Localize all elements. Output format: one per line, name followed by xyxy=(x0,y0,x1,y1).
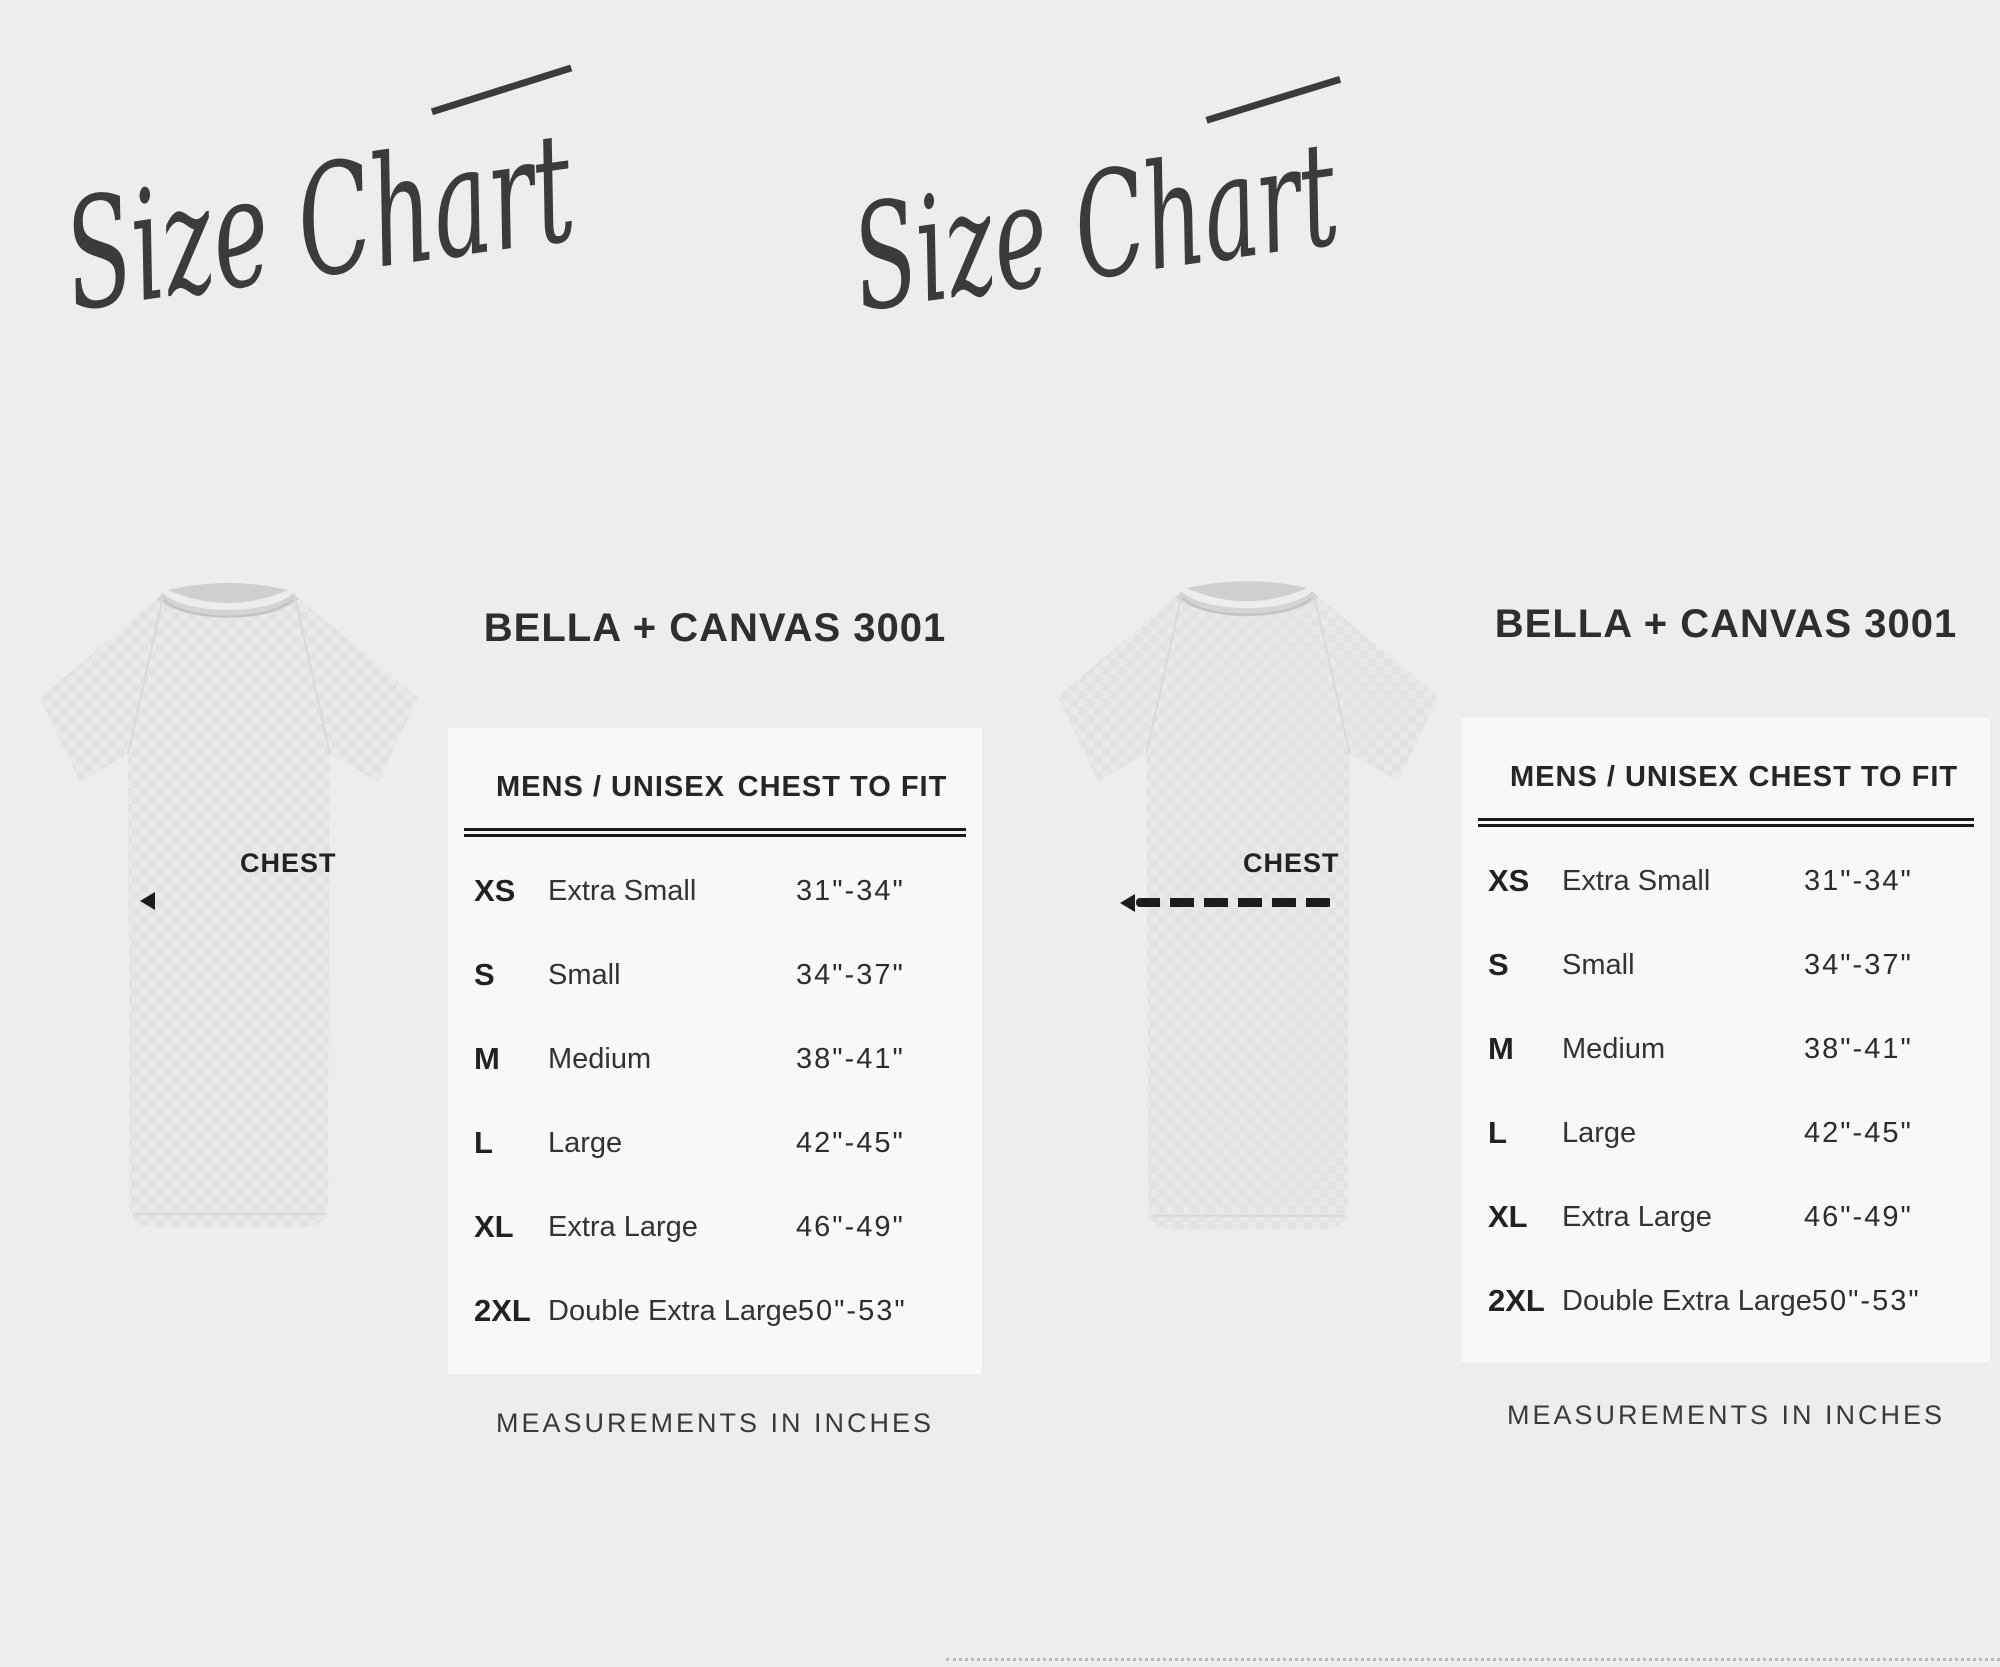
chest-range: 42"-45" xyxy=(1804,1116,1913,1149)
brand-heading: BELLA + CANVAS 3001 xyxy=(1494,602,1958,646)
size-abbr: XL xyxy=(1488,1199,1528,1234)
chest-range: 50"-53" xyxy=(797,1294,907,1327)
table-header-chest-to-fit: CHEST TO FIT xyxy=(737,771,948,803)
chest-range: 46"-49" xyxy=(1804,1200,1913,1233)
size-name: Large xyxy=(1562,1116,1637,1149)
table-row: XS Extra Small 31"-34" xyxy=(474,849,952,933)
tshirt-collar-seam xyxy=(1181,597,1313,616)
table-header-mens-unisex: MENS / UNISEX xyxy=(1510,761,1739,793)
size-name: Medium xyxy=(1562,1032,1666,1065)
tshirt-collar-seam xyxy=(163,599,293,618)
table-row: L Large 42"-45" xyxy=(1488,1091,1960,1175)
size-name: Extra Small xyxy=(548,874,697,907)
tshirt-left-seam xyxy=(127,601,163,755)
size-abbr: XL xyxy=(474,1209,514,1244)
table-row: XL Extra Large 46"-49" xyxy=(1488,1175,1960,1259)
tshirt-left-seam xyxy=(1145,599,1182,754)
size-name: Extra Large xyxy=(1562,1200,1712,1233)
table-row: XS Extra Small 31"-34" xyxy=(1488,839,1960,923)
tshirt-texture xyxy=(1057,594,1439,1229)
chest-arrow-icon xyxy=(140,892,155,910)
chest-range: 34"-37" xyxy=(1804,948,1913,981)
bottom-dotted-divider xyxy=(946,1658,2000,1661)
chest-range: 34"-37" xyxy=(796,958,905,991)
table-row: 2XL Double Extra Large 50"-53" xyxy=(1488,1259,1960,1343)
table-rows: XS Extra Small 31"-34" S Small 34"-37" M… xyxy=(448,849,982,1353)
script-title-graphic: Size Chart xyxy=(843,75,1348,345)
tshirt-collar-band xyxy=(157,592,299,618)
table-header-chest-to-fit: CHEST TO FIT xyxy=(1748,761,1959,793)
size-table: MENS / UNISEX CHEST TO FIT XS Extra Smal… xyxy=(1462,718,1990,1362)
size-name: Extra Small xyxy=(1562,864,1711,897)
chest-range: 46"-49" xyxy=(796,1210,905,1243)
tshirt-collar-band xyxy=(1175,590,1319,617)
chest-range: 38"-41" xyxy=(796,1042,905,1075)
header-double-rule xyxy=(464,828,966,837)
table-row: S Small 34"-37" xyxy=(1488,923,1960,1007)
size-abbr: 2XL xyxy=(474,1293,531,1328)
size-abbr: XS xyxy=(474,873,516,908)
table-row: M Medium 38"-41" xyxy=(1488,1007,1960,1091)
tshirt-right-seam xyxy=(295,601,331,755)
tshirt-graphic xyxy=(1057,581,1439,1229)
brand-heading: BELLA + CANVAS 3001 xyxy=(483,606,947,650)
chest-range: 38"-41" xyxy=(1804,1032,1913,1065)
size-abbr: L xyxy=(1488,1115,1507,1150)
chest-range: 42"-45" xyxy=(796,1126,905,1159)
size-name: Extra Large xyxy=(548,1210,698,1243)
chest-range: 50"-53" xyxy=(1811,1284,1921,1317)
table-row: M Medium 38"-41" xyxy=(474,1017,952,1101)
script-title-graphic: Size Chart xyxy=(54,64,585,345)
chest-range: 31"-34" xyxy=(796,874,905,907)
tshirt-back-collar xyxy=(1186,581,1308,602)
size-abbr: S xyxy=(474,957,495,992)
size-name: Double Extra Large xyxy=(1562,1284,1812,1317)
table-row: S Small 34"-37" xyxy=(474,933,952,1017)
chest-range: 31"-34" xyxy=(1804,864,1913,897)
tshirt-graphic xyxy=(40,583,418,1227)
size-name: Medium xyxy=(548,1042,652,1075)
chest-measure-line xyxy=(1136,898,1332,907)
chest-label: CHEST xyxy=(240,848,337,878)
table-header-row: MENS / UNISEX CHEST TO FIT xyxy=(448,728,982,804)
script-title-text: Size Chart xyxy=(843,110,1348,345)
size-abbr: S xyxy=(1488,947,1509,982)
script-flourish xyxy=(1205,75,1342,124)
script-flourish xyxy=(430,64,573,116)
size-table: MENS / UNISEX CHEST TO FIT XS Extra Smal… xyxy=(448,728,982,1374)
size-abbr: 2XL xyxy=(1488,1283,1545,1318)
table-header-row: MENS / UNISEX CHEST TO FIT xyxy=(1462,718,1990,794)
tshirt-right-seam xyxy=(1314,599,1351,754)
script-title-text: Size Chart xyxy=(54,99,584,345)
chest-arrow-icon xyxy=(1120,894,1135,912)
measurements-note: MEASUREMENTS IN INCHES xyxy=(495,1408,935,1438)
header-double-rule xyxy=(1478,818,1974,827)
size-abbr: XS xyxy=(1488,863,1530,898)
table-row: L Large 42"-45" xyxy=(474,1101,952,1185)
size-name: Small xyxy=(548,958,621,991)
table-rows: XS Extra Small 31"-34" S Small 34"-37" M… xyxy=(1462,839,1990,1343)
chest-label: CHEST xyxy=(1243,848,1340,878)
measurements-note: MEASUREMENTS IN INCHES xyxy=(1506,1400,1946,1430)
tshirt-texture xyxy=(40,596,418,1227)
table-row: XL Extra Large 46"-49" xyxy=(474,1185,952,1269)
size-name: Double Extra Large xyxy=(548,1294,798,1327)
tshirt-back-collar xyxy=(168,583,288,603)
size-abbr: M xyxy=(474,1041,500,1076)
table-header-mens-unisex: MENS / UNISEX xyxy=(496,771,725,803)
size-name: Large xyxy=(548,1126,623,1159)
size-abbr: L xyxy=(474,1125,493,1160)
table-row: 2XL Double Extra Large 50"-53" xyxy=(474,1269,952,1353)
size-name: Small xyxy=(1562,948,1635,981)
size-abbr: M xyxy=(1488,1031,1514,1066)
